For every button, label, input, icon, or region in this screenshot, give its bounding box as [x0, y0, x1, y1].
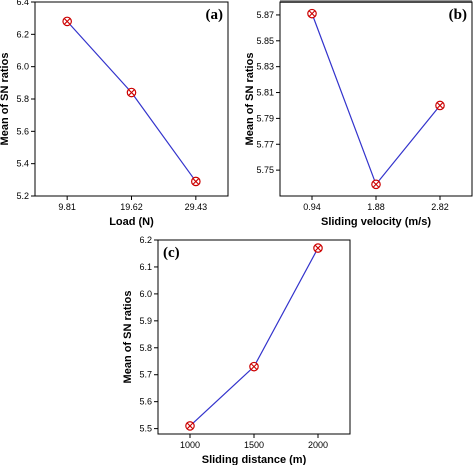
y-tick-label: 5.87 — [256, 10, 274, 20]
x-tick-label: 1.88 — [367, 202, 385, 212]
y-axis-title: Mean of SN ratios — [0, 53, 11, 146]
y-tick-label: 5.83 — [256, 62, 274, 72]
x-tick-label: 1000 — [180, 440, 200, 450]
chart-panel-3: 5.5 5.6 5.7 5.8 5.9 6.0 6.1 6.2 1000 1500 2000Slid… — [122, 235, 351, 465]
x-axis-title: Sliding velocity (m/s) — [321, 216, 431, 228]
y-tick-label: 6.2 — [139, 235, 152, 245]
y-axis-title: Mean of SN ratios — [122, 291, 134, 384]
y-tick-label: 5.6 — [139, 397, 152, 407]
y-tick-label: 5.8 — [139, 343, 152, 353]
marker-cross — [128, 89, 135, 96]
panel-label: (a) — [206, 7, 224, 23]
x-tick-label: 2000 — [308, 440, 328, 450]
y-tick-label: 6.0 — [139, 289, 152, 299]
data-point — [435, 100, 445, 111]
marker-cross — [250, 363, 258, 370]
panel-label: (c) — [163, 245, 180, 261]
marker-cross — [308, 10, 316, 17]
data-point — [313, 243, 323, 253]
plot-frame — [34, 1, 229, 197]
data-point — [62, 16, 72, 27]
x-tick-label: 9.81 — [58, 202, 76, 212]
y-tick-label: 6.0 — [16, 62, 29, 72]
marker-cross — [372, 181, 380, 188]
x-tick-label: 19.62 — [120, 202, 143, 212]
data-point — [371, 179, 381, 190]
y-tick-label: 5.85 — [256, 36, 274, 46]
y-tick-label: 5.2 — [16, 191, 29, 201]
marker-cross — [436, 102, 444, 109]
y-tick-label: 5.9 — [139, 316, 152, 326]
y-tick-label: 5.81 — [256, 88, 274, 98]
plot-frame — [157, 239, 351, 435]
y-tick-label: 6.4 — [16, 0, 29, 7]
y-tick-label: 5.75 — [256, 165, 274, 175]
series-line — [189, 247, 319, 427]
series-line — [66, 20, 197, 182]
marker-cross — [186, 422, 194, 430]
plot-frame — [279, 1, 473, 197]
panel-label: (b) — [449, 7, 467, 23]
marker-cross — [63, 18, 71, 25]
y-axis-title: Mean of SN ratios — [244, 53, 256, 146]
y-tick-label: 5.4 — [16, 159, 29, 169]
x-tick-label: 0.94 — [303, 202, 321, 212]
chart-panel-2: 5.75 5.77 5.79 5.81 5.83 5.85 5.87 0.94 1.88 2.82… — [244, 0, 473, 228]
marker-cross — [314, 244, 322, 252]
y-tick-label: 5.5 — [139, 424, 152, 434]
series-line — [311, 13, 441, 186]
x-axis-title: Sliding distance (m) — [202, 454, 307, 465]
y-tick-label: 6.2 — [16, 29, 29, 39]
marker-cross — [192, 178, 200, 185]
y-tick-label: 5.6 — [16, 126, 29, 136]
y-tick-label: 5.79 — [256, 113, 274, 123]
data-point — [185, 421, 195, 431]
data-point — [191, 176, 201, 187]
data-point — [307, 8, 317, 19]
data-point — [126, 87, 137, 98]
x-tick-label: 2.82 — [431, 202, 449, 212]
data-point — [249, 361, 259, 372]
y-tick-label: 5.7 — [139, 370, 152, 380]
x-axis-title: Load (N) — [109, 216, 154, 228]
x-tick-label: 29.43 — [185, 202, 208, 212]
y-tick-label: 5.77 — [256, 139, 274, 149]
x-tick-label: 1500 — [244, 440, 264, 450]
y-tick-label: 6.1 — [139, 262, 152, 272]
y-tick-label: 5.8 — [16, 94, 29, 104]
chart-panel-1: 5.2 5.4 5.6 5.8 6.0 6.2 6.4 9.81 19.62 29.43 Load … — [0, 0, 229, 228]
